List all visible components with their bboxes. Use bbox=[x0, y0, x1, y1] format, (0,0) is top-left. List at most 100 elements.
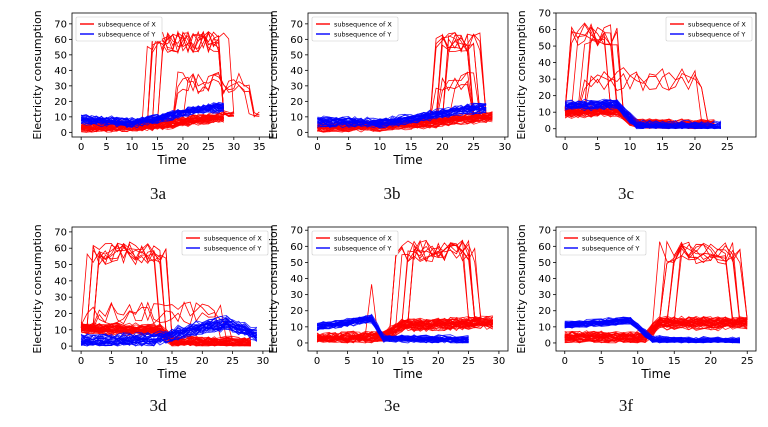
legend-label: subsequence of Y bbox=[582, 245, 639, 253]
series-x-line bbox=[316, 315, 494, 338]
chart-panel-3e: 0 5 10 15 20 25 30 0 10 20 30 40 50 60 70 Time Electrici… bbox=[267, 222, 518, 381]
x-tick-label: 5 bbox=[594, 142, 600, 153]
series-x-line bbox=[81, 118, 224, 133]
x-tick-label: 30 bbox=[493, 356, 506, 367]
legend-box bbox=[311, 16, 399, 42]
y-tick-label: 40 bbox=[290, 274, 303, 285]
chart-panel-3f: 0 5 10 15 20 25 0 10 20 30 40 50 60 70 Time Electricity… bbox=[515, 222, 766, 381]
chart-3c: 0 5 10 15 20 25 0 10 20 30 40 50 60 70 Electricity con… bbox=[515, 9, 757, 153]
chart-3e: 0 5 10 15 20 25 30 0 10 20 30 40 50 60 70 Time Electrici… bbox=[267, 224, 509, 381]
y-tick-label: 70 bbox=[538, 9, 551, 20]
x-tick-label: 5 bbox=[345, 142, 351, 153]
series-y-line bbox=[564, 317, 741, 343]
legend: subsequence of X subsequence of Y bbox=[665, 16, 753, 42]
y-tick-label: 70 bbox=[290, 226, 303, 237]
y-axis-label: Electricity consumption bbox=[515, 10, 528, 139]
series-y-line bbox=[317, 108, 487, 126]
plot-frame bbox=[71, 12, 273, 138]
chart-panel-3d: 0 5 10 15 20 25 30 0 10 20 30 40 50 60 70 Time Electrici… bbox=[31, 222, 282, 381]
series-x-line-peak bbox=[411, 33, 487, 124]
y-tick-label: 10 bbox=[54, 112, 67, 123]
y-tick-label: 20 bbox=[538, 306, 551, 317]
chart-panel-3b: 0 5 10 15 20 25 30 0 10 20 30 40 50 60 70 Time Electrici… bbox=[267, 8, 518, 167]
x-tick-label: 10 bbox=[624, 142, 637, 153]
y-tick-label: 30 bbox=[290, 290, 303, 301]
legend-label: subsequence of X bbox=[688, 21, 746, 29]
legend-label: subsequence of Y bbox=[204, 245, 261, 253]
caption-3b: 3b bbox=[383, 184, 401, 203]
series-y-line bbox=[317, 314, 469, 339]
x-tick-label: 20 bbox=[196, 356, 209, 367]
series-x-line bbox=[80, 114, 224, 129]
series-y-line bbox=[317, 318, 469, 344]
plot-area bbox=[80, 30, 260, 133]
y-axis-label: Electricity consumption bbox=[31, 224, 44, 353]
series-x-line bbox=[564, 322, 748, 344]
x-tick-label: 15 bbox=[151, 142, 164, 153]
x-tick-label: 5 bbox=[103, 142, 109, 153]
y-axis-label: Electricity consumption bbox=[267, 10, 280, 139]
x-axis-label: Time bbox=[156, 153, 186, 167]
y-tick-label: 0 bbox=[545, 338, 551, 349]
x-tick-label: 30 bbox=[499, 142, 512, 153]
series-x-line-peak bbox=[80, 243, 173, 337]
x-tick-label: 5 bbox=[344, 356, 350, 367]
x-tick-label: 30 bbox=[227, 142, 240, 153]
x-axis-label: Time bbox=[392, 153, 422, 167]
series-x-line-peak bbox=[417, 77, 481, 124]
legend-label: subsequence of X bbox=[334, 21, 392, 29]
series-y-line bbox=[317, 316, 469, 342]
plot-area bbox=[316, 239, 494, 344]
chart-3f: 0 5 10 15 20 25 0 10 20 30 40 50 60 70 Time Electricity… bbox=[515, 224, 757, 381]
x-tick-label: 10 bbox=[374, 142, 387, 153]
series-y-line bbox=[564, 319, 740, 344]
x-tick-label: 0 bbox=[78, 356, 84, 367]
y-tick-label: 0 bbox=[297, 128, 303, 139]
series-y-line bbox=[564, 320, 740, 344]
y-tick-label: 30 bbox=[54, 81, 67, 92]
y-tick-label: 50 bbox=[538, 258, 551, 269]
series-x-line bbox=[316, 320, 493, 343]
series-x-line-peak bbox=[132, 32, 235, 126]
series-x-line-peak bbox=[564, 23, 624, 113]
chart-panel-3c: 0 5 10 15 20 25 0 10 20 30 40 50 60 70 Electricity con… bbox=[515, 8, 766, 163]
y-tick-label: 70 bbox=[290, 19, 303, 30]
x-tick-label: 5 bbox=[108, 356, 114, 367]
y-tick-label: 50 bbox=[290, 258, 303, 269]
plot-area bbox=[317, 31, 493, 133]
y-tick-label: 10 bbox=[538, 322, 551, 333]
y-tick-label: 40 bbox=[290, 66, 303, 77]
series-y-line bbox=[317, 108, 487, 129]
x-tick-label: 5 bbox=[598, 356, 604, 367]
y-tick-label: 60 bbox=[54, 35, 67, 46]
y-tick-label: 40 bbox=[54, 276, 67, 287]
series-y-line bbox=[81, 325, 257, 347]
x-tick-label: 25 bbox=[467, 142, 480, 153]
plot-frame bbox=[555, 12, 757, 138]
y-tick-label: 10 bbox=[538, 108, 551, 119]
y-tick-label: 60 bbox=[538, 242, 551, 253]
y-tick-label: 40 bbox=[538, 274, 551, 285]
y-tick-label: 30 bbox=[54, 293, 67, 304]
y-tick-label: 20 bbox=[290, 97, 303, 108]
x-tick-label: 15 bbox=[402, 356, 415, 367]
legend-box bbox=[559, 230, 647, 256]
x-tick-label: 15 bbox=[405, 142, 418, 153]
y-tick-label: 40 bbox=[54, 66, 67, 77]
y-tick-label: 60 bbox=[290, 242, 303, 253]
caption-3e: 3e bbox=[383, 396, 401, 415]
x-tick-label: 15 bbox=[668, 356, 681, 367]
caption-3a: 3a bbox=[149, 184, 167, 203]
x-axis-label: Time bbox=[392, 367, 422, 381]
y-tick-label: 30 bbox=[538, 75, 551, 86]
y-tick-label: 0 bbox=[297, 338, 303, 349]
series-x-line-peak bbox=[377, 243, 481, 335]
legend-label: subsequence of X bbox=[98, 21, 156, 29]
series-y-line bbox=[80, 107, 224, 126]
series-y-line bbox=[81, 102, 224, 123]
y-axis-label: Electricity consumption bbox=[515, 224, 528, 353]
legend-label: subsequence of Y bbox=[688, 31, 745, 39]
y-tick-label: 0 bbox=[545, 124, 551, 135]
plot-frame bbox=[307, 12, 509, 138]
legend: subsequence of X subsequence of Y bbox=[559, 230, 647, 256]
